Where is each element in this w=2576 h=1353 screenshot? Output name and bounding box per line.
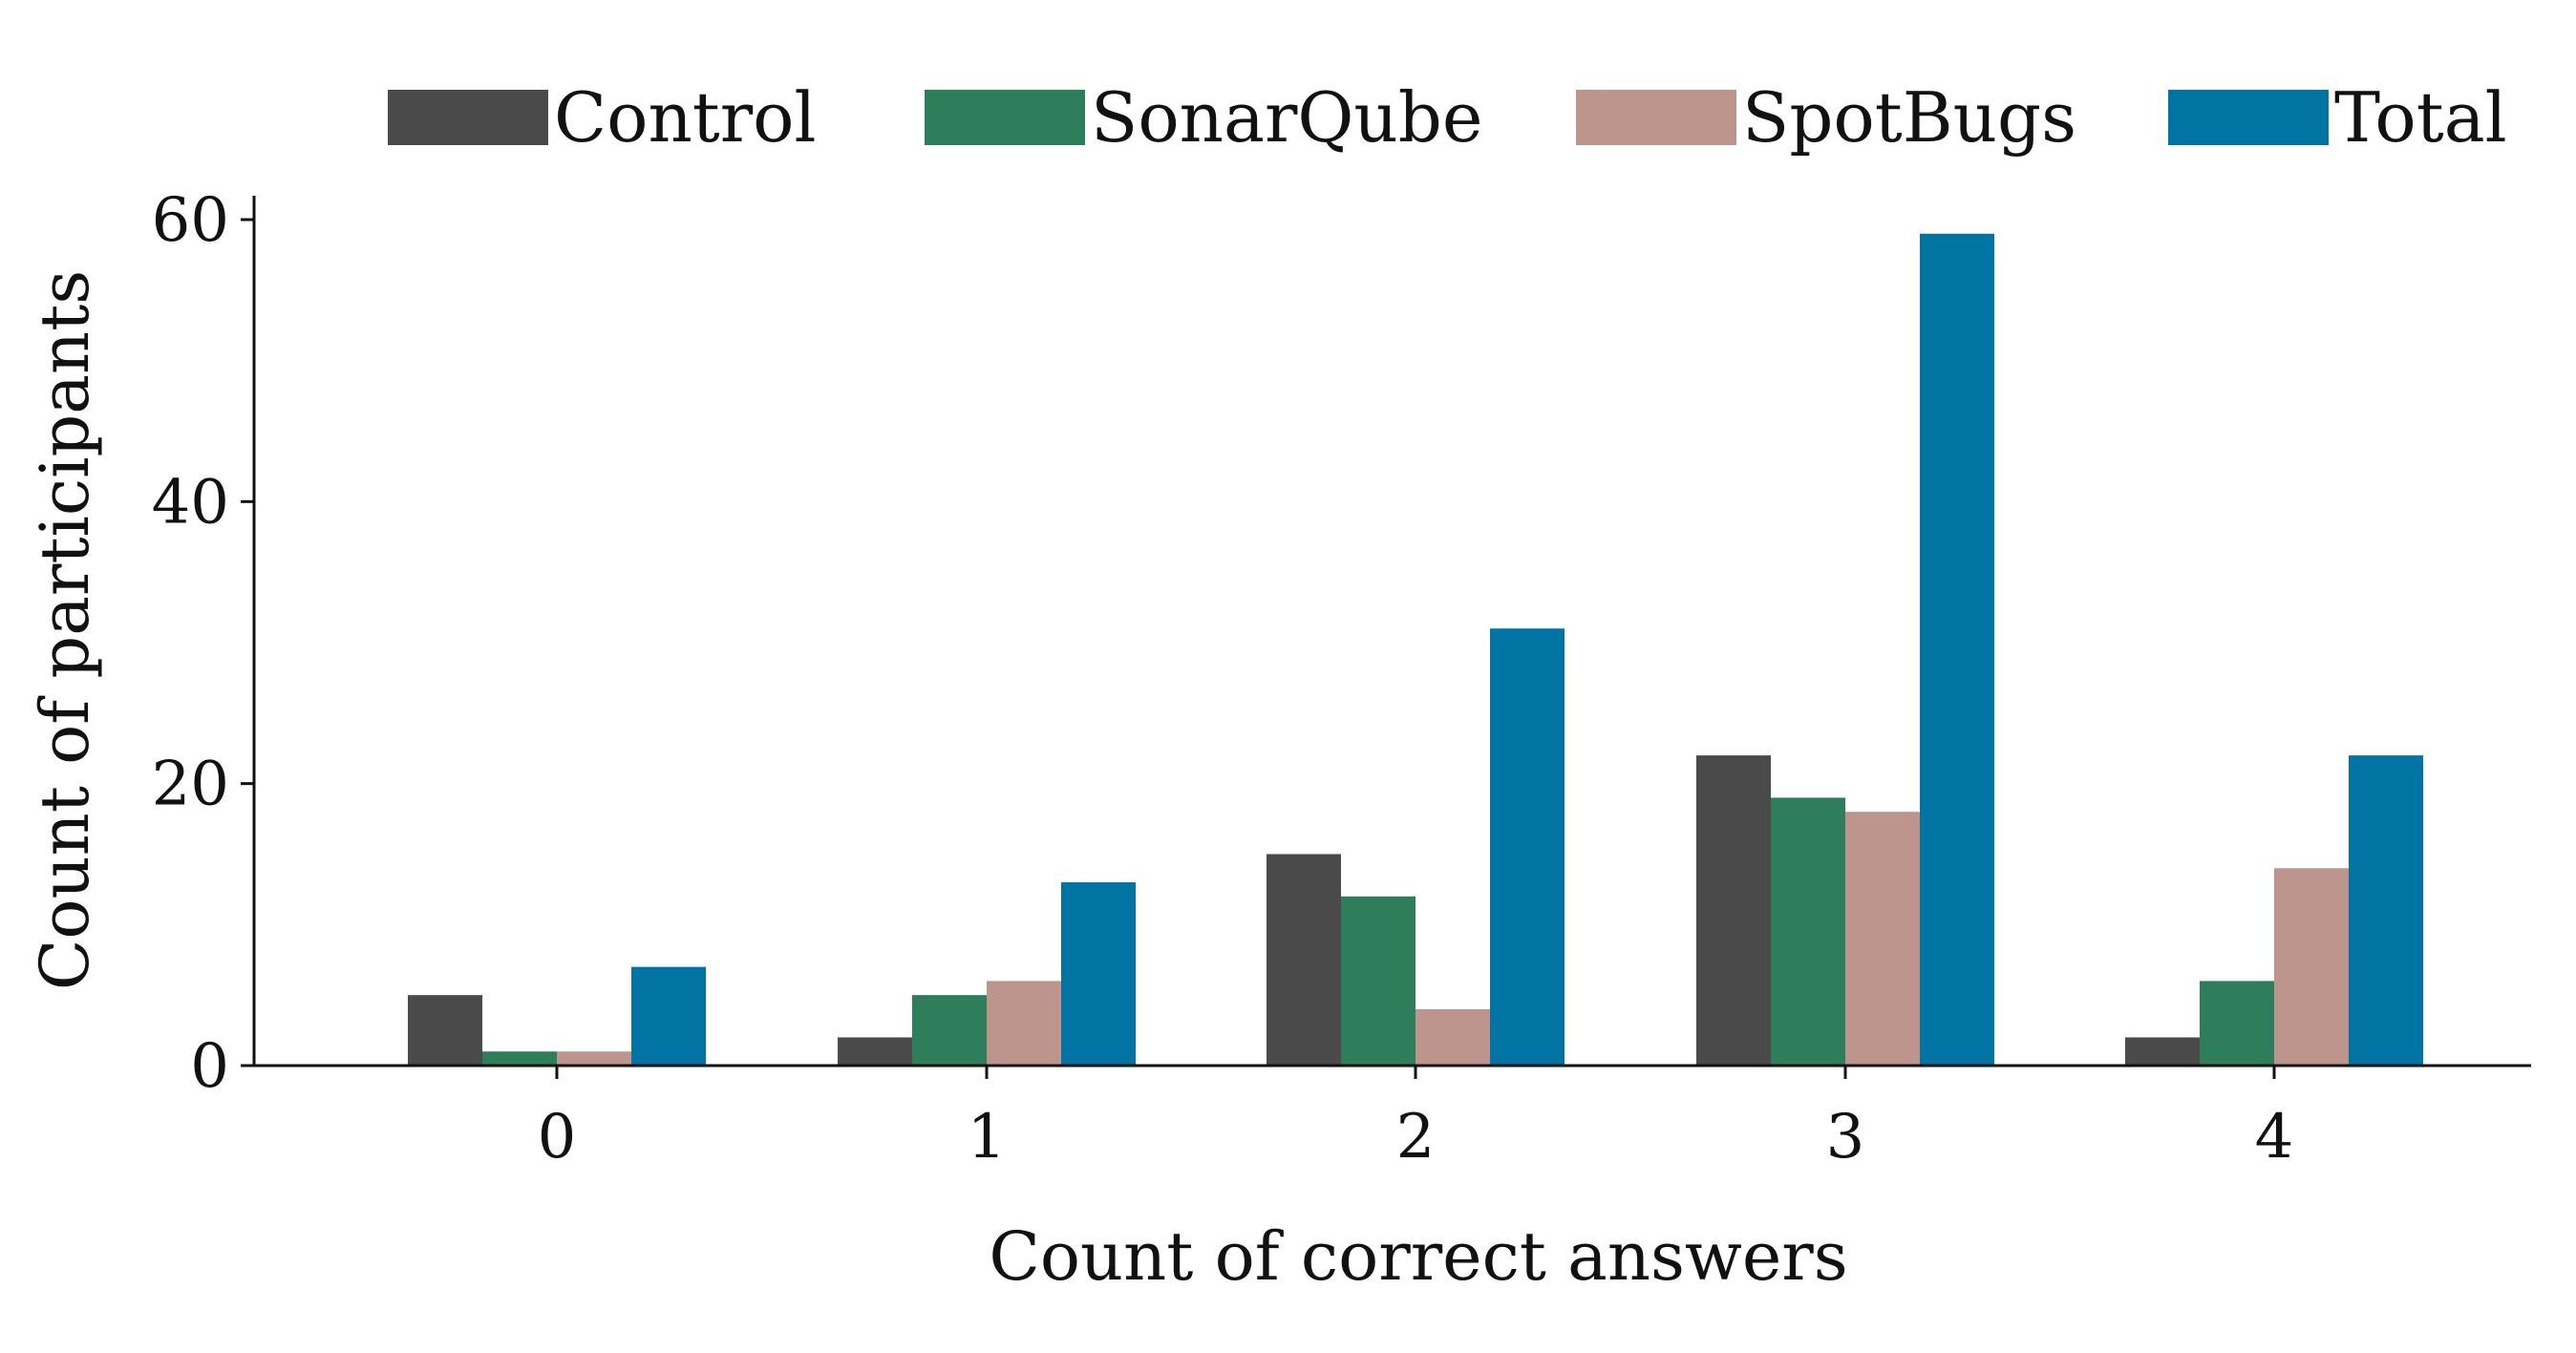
x-tick-label-4: 4 xyxy=(2255,1102,2294,1173)
bar-control-3 xyxy=(1696,755,1771,1066)
bar-sonarqube-2 xyxy=(1341,896,1416,1066)
legend-label-sonarqube: SonarQube xyxy=(1091,77,1482,158)
legend-label-total: Total xyxy=(2334,77,2507,158)
bar-sonarqube-0 xyxy=(482,1051,557,1066)
legend-label-control: Control xyxy=(554,77,817,158)
bar-control-1 xyxy=(838,1037,912,1066)
legend-swatch-total xyxy=(2168,90,2329,145)
y-ticks: 0 20 40 60 xyxy=(152,185,254,1102)
bar-sonarqube-4 xyxy=(2200,981,2274,1066)
bar-total-2 xyxy=(1490,628,1565,1066)
x-tick-label-3: 3 xyxy=(1826,1102,1865,1173)
bar-sonarqube-3 xyxy=(1771,797,1845,1066)
x-tick-label-1: 1 xyxy=(968,1102,1007,1173)
y-axis-label: Count of participants xyxy=(26,270,104,990)
y-tick-label-20: 20 xyxy=(152,750,229,820)
x-ticks: 0 1 2 3 4 xyxy=(538,1066,2294,1173)
bars xyxy=(408,233,2423,1066)
y-tick-label-60: 60 xyxy=(152,185,229,256)
y-tick-label-0: 0 xyxy=(190,1031,229,1102)
x-tick-label-0: 0 xyxy=(538,1102,577,1173)
bar-total-3 xyxy=(1920,233,1994,1066)
bar-spotbugs-3 xyxy=(1845,812,1920,1066)
bar-control-4 xyxy=(2125,1037,2200,1066)
axes xyxy=(252,196,2531,1068)
bar-total-1 xyxy=(1061,882,1136,1066)
bar-spotbugs-2 xyxy=(1416,1008,1490,1066)
bar-spotbugs-1 xyxy=(987,981,1061,1066)
x-axis-label: Count of correct answers xyxy=(989,1217,1847,1296)
bar-total-4 xyxy=(2349,755,2423,1066)
legend-swatch-control xyxy=(388,90,548,145)
legend-label-spotbugs: SpotBugs xyxy=(1742,77,2076,158)
bar-spotbugs-4 xyxy=(2274,868,2349,1066)
legend-swatch-sonarqube xyxy=(925,90,1085,145)
bar-sonarqube-1 xyxy=(912,995,987,1066)
legend: Control SonarQube SpotBugs Total xyxy=(388,77,2507,158)
bar-control-2 xyxy=(1267,854,1341,1066)
y-tick-label-40: 40 xyxy=(152,467,229,538)
legend-swatch-spotbugs xyxy=(1576,90,1736,145)
bar-total-0 xyxy=(631,966,706,1066)
x-tick-label-2: 2 xyxy=(1396,1102,1436,1173)
bar-control-0 xyxy=(408,995,482,1066)
bar-spotbugs-0 xyxy=(557,1051,631,1066)
